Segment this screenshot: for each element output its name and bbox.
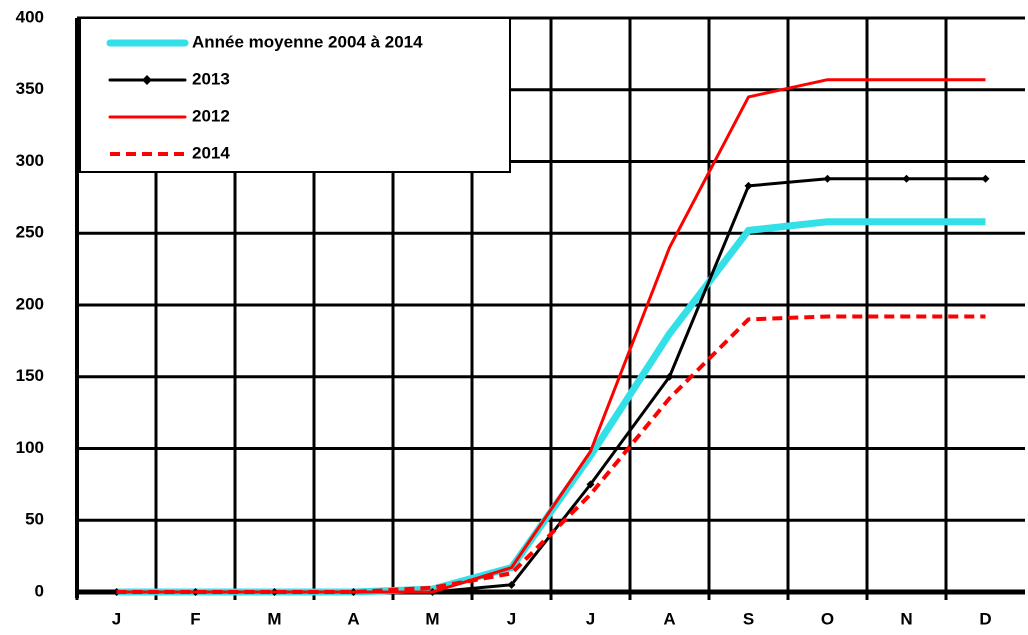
marker (507, 580, 516, 589)
legend-label: 2014 (192, 143, 230, 162)
marker (981, 174, 990, 183)
series-line (116, 314, 986, 594)
y-tick-label: 300 (16, 151, 44, 170)
marker (665, 372, 674, 381)
x-tick-label: J (507, 609, 516, 628)
x-tick-label: N (900, 609, 912, 628)
marker (744, 181, 753, 190)
x-tick-label: S (743, 609, 754, 628)
marker (823, 174, 832, 183)
legend-label: Année moyenne 2004 à 2014 (192, 32, 423, 51)
y-tick-label: 250 (16, 223, 44, 242)
y-tick-label: 350 (16, 79, 44, 98)
marker (586, 480, 595, 489)
legend-marker (142, 75, 152, 85)
legend-label: 2012 (192, 106, 230, 125)
x-tick-label: M (267, 609, 281, 628)
x-tick-label: J (112, 609, 121, 628)
y-tick-label: 200 (16, 294, 44, 313)
x-tick-label: O (821, 609, 834, 628)
y-tick-label: 50 (25, 510, 44, 529)
x-tick-label: F (190, 609, 200, 628)
x-tick-label: M (425, 609, 439, 628)
marker (902, 174, 911, 183)
x-tick-label: J (586, 609, 595, 628)
x-tick-label: D (979, 609, 991, 628)
y-tick-label: 0 (35, 581, 44, 600)
x-tick-label: A (347, 609, 359, 628)
y-tick-label: 150 (16, 366, 44, 385)
legend-label: 2013 (192, 69, 230, 88)
y-tick-label: 400 (16, 7, 44, 26)
y-tick-label: 100 (16, 438, 44, 457)
legend: Année moyenne 2004 à 2014 2013 2012 2014 (79, 17, 511, 173)
x-tick-label: A (663, 609, 675, 628)
